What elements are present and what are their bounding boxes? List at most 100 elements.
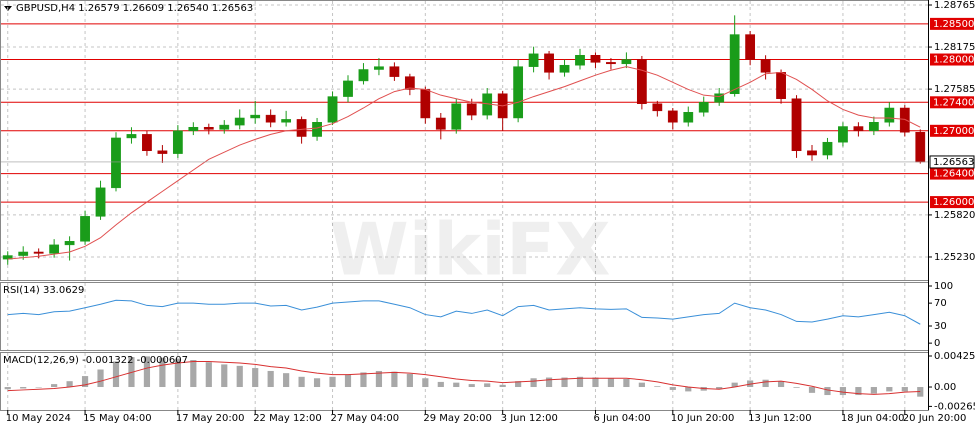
histogram-bar <box>607 378 615 388</box>
histogram-bar <box>623 378 630 388</box>
histogram-bar <box>808 387 816 393</box>
histogram-bar <box>360 372 367 388</box>
histogram-bar <box>97 369 104 388</box>
histogram-bar <box>329 376 336 388</box>
candle-body <box>807 150 817 156</box>
candle-body <box>714 93 725 103</box>
histogram-bar <box>484 383 491 388</box>
candle-body <box>652 103 663 112</box>
level-label: 1.28500 <box>933 19 974 30</box>
histogram-bar <box>51 384 58 388</box>
histogram-bar <box>453 382 460 388</box>
candle-body <box>296 119 307 137</box>
candle-body <box>281 119 292 123</box>
histogram-bar <box>793 387 800 388</box>
candle-body <box>327 96 338 123</box>
candle-body <box>822 141 833 156</box>
candle-body <box>838 126 848 143</box>
y-tick-label: 0 <box>934 338 940 349</box>
x-tick-label: 6 Jun 04:00 <box>593 413 650 424</box>
current-price-tag <box>929 155 975 169</box>
current-price-label: 1.26563 <box>933 157 974 168</box>
histogram-bar <box>81 376 89 388</box>
y-tick-label: 100 <box>934 281 953 292</box>
level-label: 1.28000 <box>933 55 974 66</box>
level-label: 1.27000 <box>933 126 974 137</box>
level-label: 1.26400 <box>933 169 974 180</box>
candle-body <box>157 150 168 154</box>
candle-body <box>606 62 616 65</box>
level-tag <box>930 96 974 109</box>
histogram-bar <box>716 387 723 390</box>
candle-body <box>126 134 137 139</box>
candle-body <box>358 69 369 82</box>
candle-body <box>435 117 446 130</box>
histogram-bar <box>886 387 893 392</box>
histogram-bar <box>499 384 506 388</box>
histogram-bar <box>283 373 290 388</box>
level-tag <box>930 17 974 30</box>
signal-line <box>7 360 921 395</box>
candle-body <box>745 34 756 60</box>
histogram-bar <box>777 381 785 388</box>
histogram-bar <box>391 371 398 388</box>
histogram-bar <box>35 387 42 388</box>
candle-body <box>575 54 585 66</box>
candle-body <box>466 103 477 116</box>
candle-body <box>528 53 539 67</box>
candle-body <box>544 53 554 73</box>
level-tag <box>930 196 974 209</box>
candle-body <box>188 126 199 132</box>
x-tick-label: 27 May 04:00 <box>331 413 400 424</box>
candle-body <box>33 251 44 254</box>
candle-body <box>621 59 632 65</box>
histogram-bar <box>855 387 862 396</box>
level-label: 1.27400 <box>933 97 974 108</box>
histogram-bar <box>638 382 645 388</box>
candle-body <box>760 59 771 73</box>
level-tag <box>930 167 974 180</box>
histogram-bar <box>468 384 475 388</box>
candle-body <box>791 98 802 152</box>
histogram-bar <box>159 357 166 388</box>
histogram-bar <box>112 361 120 388</box>
histogram-bar <box>545 377 553 388</box>
histogram-bar <box>66 381 73 388</box>
histogram-bar <box>267 370 274 388</box>
x-tick-label: 20 Jun 20:00 <box>903 413 967 424</box>
histogram-bar <box>731 382 738 388</box>
x-tick-label: 3 Jun 12:00 <box>501 413 558 424</box>
y-tick-label: 1.28175 <box>934 42 975 53</box>
candle-body <box>915 131 926 163</box>
candle-body <box>698 102 709 113</box>
level-label: 1.26000 <box>933 197 974 208</box>
pane-title: MACD(12,26,9) -0.001322 -0.000607 <box>3 355 188 366</box>
histogram-bar <box>143 356 151 388</box>
histogram-bar <box>20 387 27 389</box>
histogram-bar <box>901 387 908 392</box>
y-tick-label: -0.002656 <box>934 401 975 412</box>
candle-body <box>142 134 152 152</box>
candle-body <box>265 114 276 123</box>
histogram-bar <box>422 378 429 388</box>
histogram-bar <box>685 387 692 392</box>
y-tick-label: 1.27585 <box>934 84 975 95</box>
x-tick-label: 22 May 12:00 <box>253 413 322 424</box>
histogram-bar <box>824 387 831 396</box>
candle-body <box>404 76 415 90</box>
histogram-bar <box>561 377 568 388</box>
candle-body <box>219 124 230 130</box>
histogram-bar <box>205 362 212 388</box>
histogram-bar <box>174 358 181 388</box>
rsi-line <box>7 299 921 325</box>
histogram-bar <box>839 387 847 396</box>
y-tick-label: 30 <box>934 321 947 332</box>
candle-body <box>374 66 384 70</box>
x-tick-label: 18 Jun 04:00 <box>841 413 905 424</box>
histogram-bar <box>654 386 661 388</box>
histogram-bar <box>190 360 197 388</box>
histogram-bar <box>221 364 228 388</box>
candle-body <box>636 59 647 104</box>
